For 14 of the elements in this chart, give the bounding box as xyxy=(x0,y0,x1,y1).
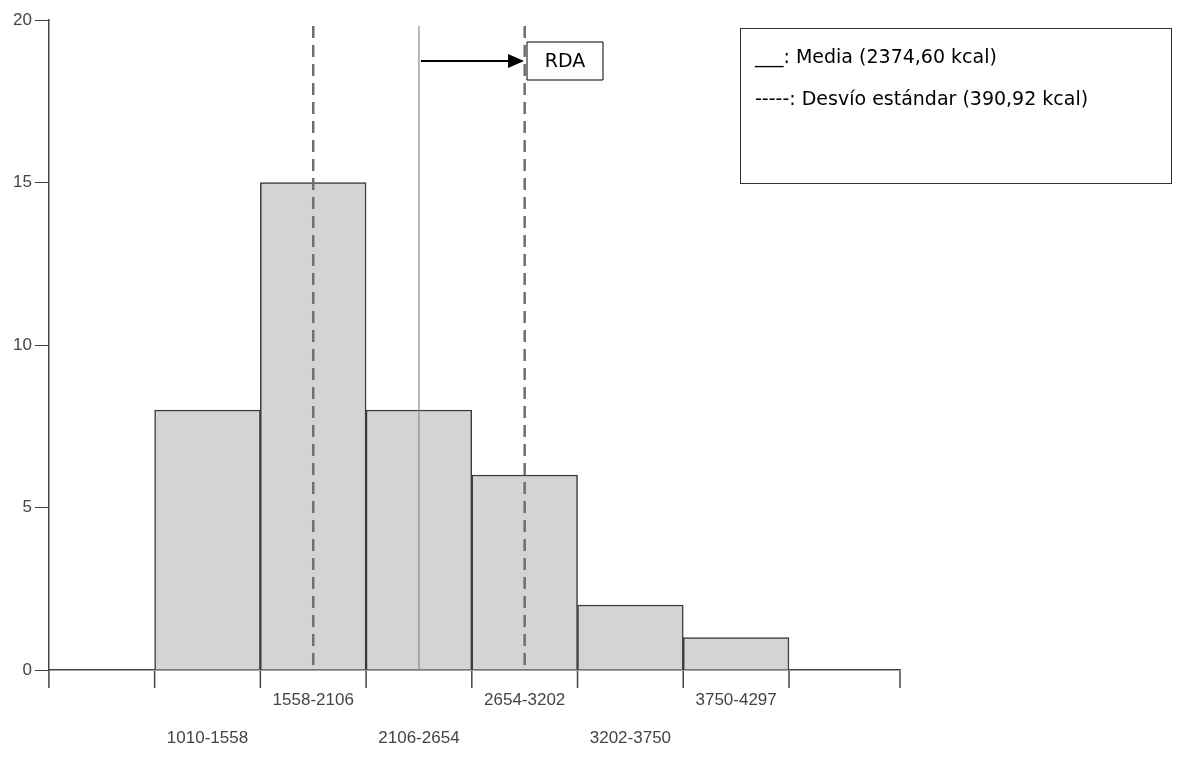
y-tick-label: 20 xyxy=(12,9,32,29)
x-tick-label: 1010-1558 xyxy=(166,728,249,748)
x-tick-label: 3202-3750 xyxy=(589,728,672,748)
annotation: RDA xyxy=(544,48,586,71)
y-tick-label: 5 xyxy=(22,497,32,517)
y-tick-label: 15 xyxy=(12,172,32,192)
x-tick-label: 3750-4297 xyxy=(695,690,777,710)
x-tick-label: 1558-2106 xyxy=(272,690,354,710)
x-tick-label: 2106-2654 xyxy=(378,728,460,748)
x-tick-label: 2654-3202 xyxy=(484,690,566,710)
y-tick-label: 0 xyxy=(22,659,32,679)
annotation: -----: Desvío estándar (390,92 kcal) xyxy=(755,87,1090,109)
annotation: ___: Media (2374,60 kcal) xyxy=(755,45,998,67)
y-tick-label: 10 xyxy=(12,334,32,354)
